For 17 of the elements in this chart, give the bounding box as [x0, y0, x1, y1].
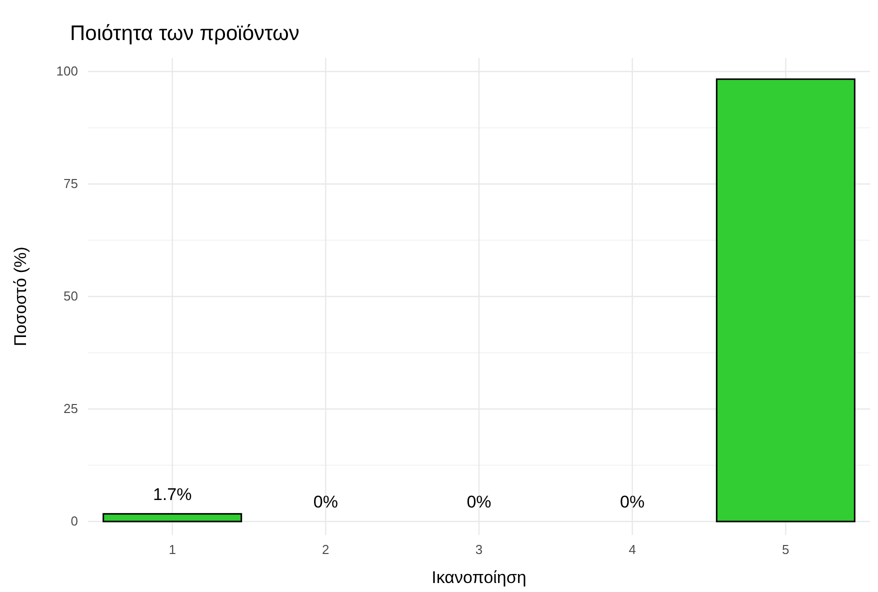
y-tick-label: 100 — [56, 64, 78, 79]
y-tick-label: 25 — [64, 401, 78, 416]
x-tick-label: 5 — [782, 542, 790, 558]
y-tick-label: 50 — [64, 288, 78, 304]
x-tick-label: 1 — [168, 542, 176, 558]
x-tick-label: 3 — [475, 542, 483, 558]
data-label: 0% — [620, 492, 645, 512]
x-axis-title: Ικανοποίηση — [432, 568, 526, 587]
data-label: 0% — [466, 492, 492, 512]
x-tick-label: 2 — [322, 542, 330, 558]
data-label: 1.7% — [152, 484, 192, 504]
x-tick-label: 4 — [628, 542, 636, 558]
chart-title: Ποιότητα των προϊόντων — [70, 22, 300, 45]
y-tick-label: 0 — [70, 514, 78, 529]
y-tick-label: 75 — [64, 176, 78, 192]
data-label: 0% — [313, 492, 338, 512]
y-axis-title: Ποσοστό (%) — [11, 246, 30, 346]
